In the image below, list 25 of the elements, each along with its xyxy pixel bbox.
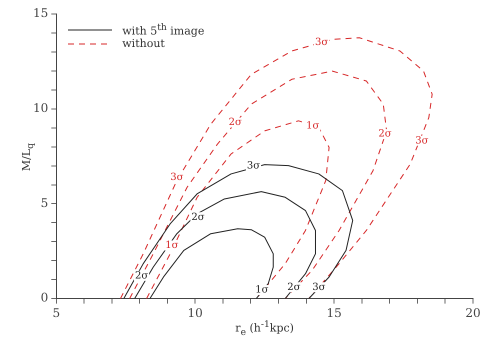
line-series [120, 37, 433, 299]
y-tick-label: 5 [40, 196, 48, 210]
annotation: 1σ [306, 120, 320, 132]
annotation: 2σ [378, 128, 392, 140]
x-tick-label: 15 [326, 306, 342, 320]
y-tick-label: 15 [32, 6, 48, 20]
annotation: 2σ [134, 270, 148, 282]
x-tick-label: 5 [52, 306, 60, 320]
annotation: 3σ [170, 172, 184, 183]
legend-label: with 5$^{th}$ image [122, 22, 204, 38]
annotation: 3σ [314, 37, 328, 48]
annotation: 3σ [246, 160, 260, 172]
x-tick-label: 10 [188, 306, 203, 320]
annotation: 1σ [255, 284, 269, 296]
annotation: 1σ [165, 240, 179, 252]
x-axis-title: r$_{e}$ (h$^{-1}$kpc) [234, 318, 295, 338]
annotation: 3σ [312, 282, 326, 293]
annotation: 2σ [191, 212, 205, 223]
annotation: 2σ [228, 117, 242, 128]
annotation: 3σ [415, 135, 429, 146]
y-tick-label: 10 [32, 100, 48, 115]
annotation: 2σ [287, 282, 301, 293]
y-tick-label: 0 [40, 290, 48, 305]
legend-label: without [122, 36, 165, 50]
x-tick-label: 20 [465, 306, 481, 320]
